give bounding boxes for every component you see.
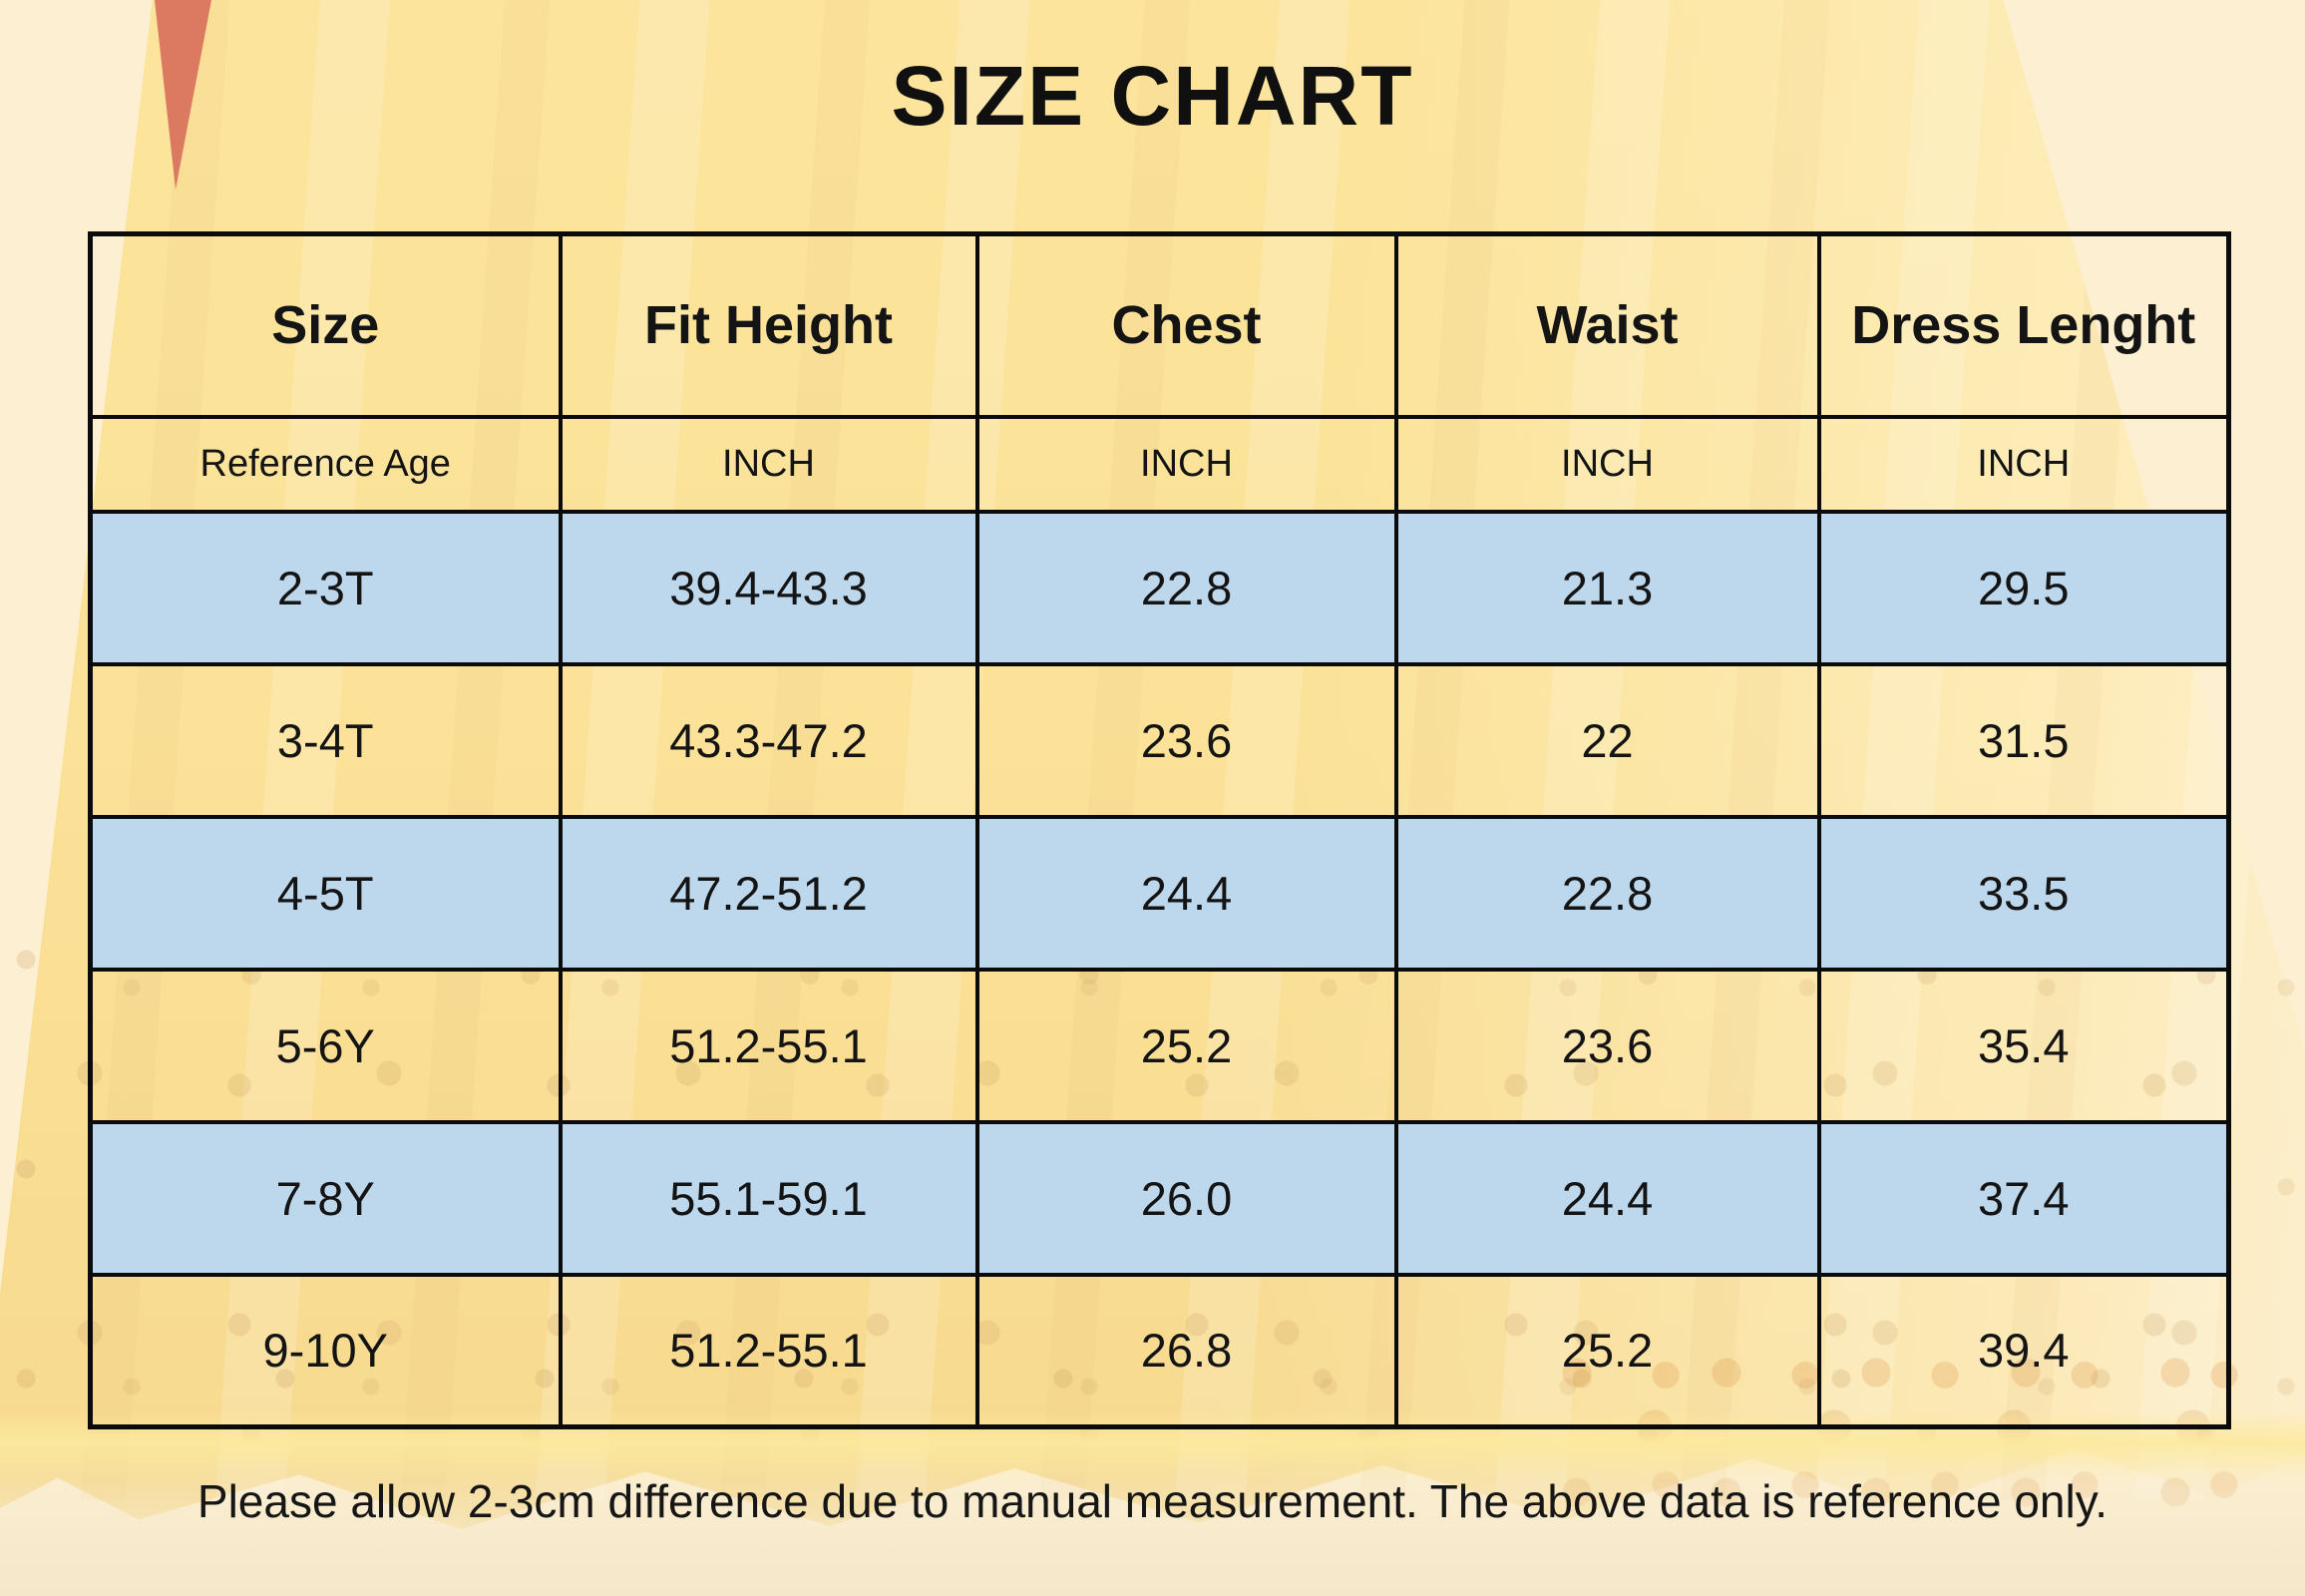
cell-chest: 26.0 bbox=[974, 1119, 1398, 1277]
cell-waist: 25.2 bbox=[1393, 1272, 1821, 1429]
measurement-disclaimer: Please allow 2-3cm difference due to man… bbox=[196, 1475, 2109, 1527]
column-header-chest: Chest bbox=[974, 231, 1398, 419]
cell-size: 3-4T bbox=[88, 661, 563, 819]
cell-dress-length: 39.4 bbox=[1816, 1272, 2231, 1429]
table-row: 2-3T 39.4-43.3 22.8 21.3 29.5 bbox=[88, 509, 2231, 666]
cell-fit-height: 47.2-51.2 bbox=[558, 814, 979, 972]
units-inch-waist: INCH bbox=[1393, 414, 1821, 514]
cell-fit-height: 51.2-55.1 bbox=[558, 967, 979, 1124]
table-units-row: Reference Age INCH INCH INCH INCH bbox=[88, 414, 2231, 514]
table-row: 9-10Y 51.2-55.1 26.8 25.2 39.4 bbox=[88, 1272, 2231, 1429]
size-table-body: 2-3T 39.4-43.3 22.8 21.3 29.5 3-4T 43.3-… bbox=[88, 509, 2231, 1429]
cell-size: 7-8Y bbox=[88, 1119, 563, 1277]
units-inch-fit-height: INCH bbox=[558, 414, 979, 514]
units-inch-dress-length: INCH bbox=[1816, 414, 2231, 514]
cell-chest: 26.8 bbox=[974, 1272, 1398, 1429]
cell-size: 9-10Y bbox=[88, 1272, 563, 1429]
cell-dress-length: 37.4 bbox=[1816, 1119, 2231, 1277]
column-header-size: Size bbox=[88, 231, 563, 419]
units-reference-age: Reference Age bbox=[88, 414, 563, 514]
cell-fit-height: 43.3-47.2 bbox=[558, 661, 979, 819]
size-chart-table: Size Fit Height Chest Waist Dress Lenght… bbox=[88, 231, 2231, 1429]
column-header-dress-length: Dress Lenght bbox=[1816, 231, 2231, 419]
cell-waist: 24.4 bbox=[1393, 1119, 1821, 1277]
units-inch-chest: INCH bbox=[974, 414, 1398, 514]
cell-dress-length: 35.4 bbox=[1816, 967, 2231, 1124]
column-header-fit-height: Fit Height bbox=[558, 231, 979, 419]
table-row: 4-5T 47.2-51.2 24.4 22.8 33.5 bbox=[88, 814, 2231, 972]
cell-fit-height: 55.1-59.1 bbox=[558, 1119, 979, 1277]
column-header-waist: Waist bbox=[1393, 231, 1821, 419]
cell-size: 2-3T bbox=[88, 509, 563, 666]
cell-size: 4-5T bbox=[88, 814, 563, 972]
cell-dress-length: 33.5 bbox=[1816, 814, 2231, 972]
table-row: 7-8Y 55.1-59.1 26.0 24.4 37.4 bbox=[88, 1119, 2231, 1277]
cell-fit-height: 51.2-55.1 bbox=[558, 1272, 979, 1429]
cell-chest: 24.4 bbox=[974, 814, 1398, 972]
page-title: SIZE CHART bbox=[891, 49, 1414, 143]
cell-waist: 22.8 bbox=[1393, 814, 1821, 972]
table-row: 5-6Y 51.2-55.1 25.2 23.6 35.4 bbox=[88, 967, 2231, 1124]
cell-chest: 22.8 bbox=[974, 509, 1398, 666]
table-row: 3-4T 43.3-47.2 23.6 22 31.5 bbox=[88, 661, 2231, 819]
table-header-row: Size Fit Height Chest Waist Dress Lenght bbox=[88, 231, 2231, 419]
cell-waist: 21.3 bbox=[1393, 509, 1821, 666]
cell-waist: 22 bbox=[1393, 661, 1821, 819]
cell-dress-length: 31.5 bbox=[1816, 661, 2231, 819]
cell-fit-height: 39.4-43.3 bbox=[558, 509, 979, 666]
cell-dress-length: 29.5 bbox=[1816, 509, 2231, 666]
cell-chest: 25.2 bbox=[974, 967, 1398, 1124]
cell-waist: 23.6 bbox=[1393, 967, 1821, 1124]
cell-chest: 23.6 bbox=[974, 661, 1398, 819]
cell-size: 5-6Y bbox=[88, 967, 563, 1124]
